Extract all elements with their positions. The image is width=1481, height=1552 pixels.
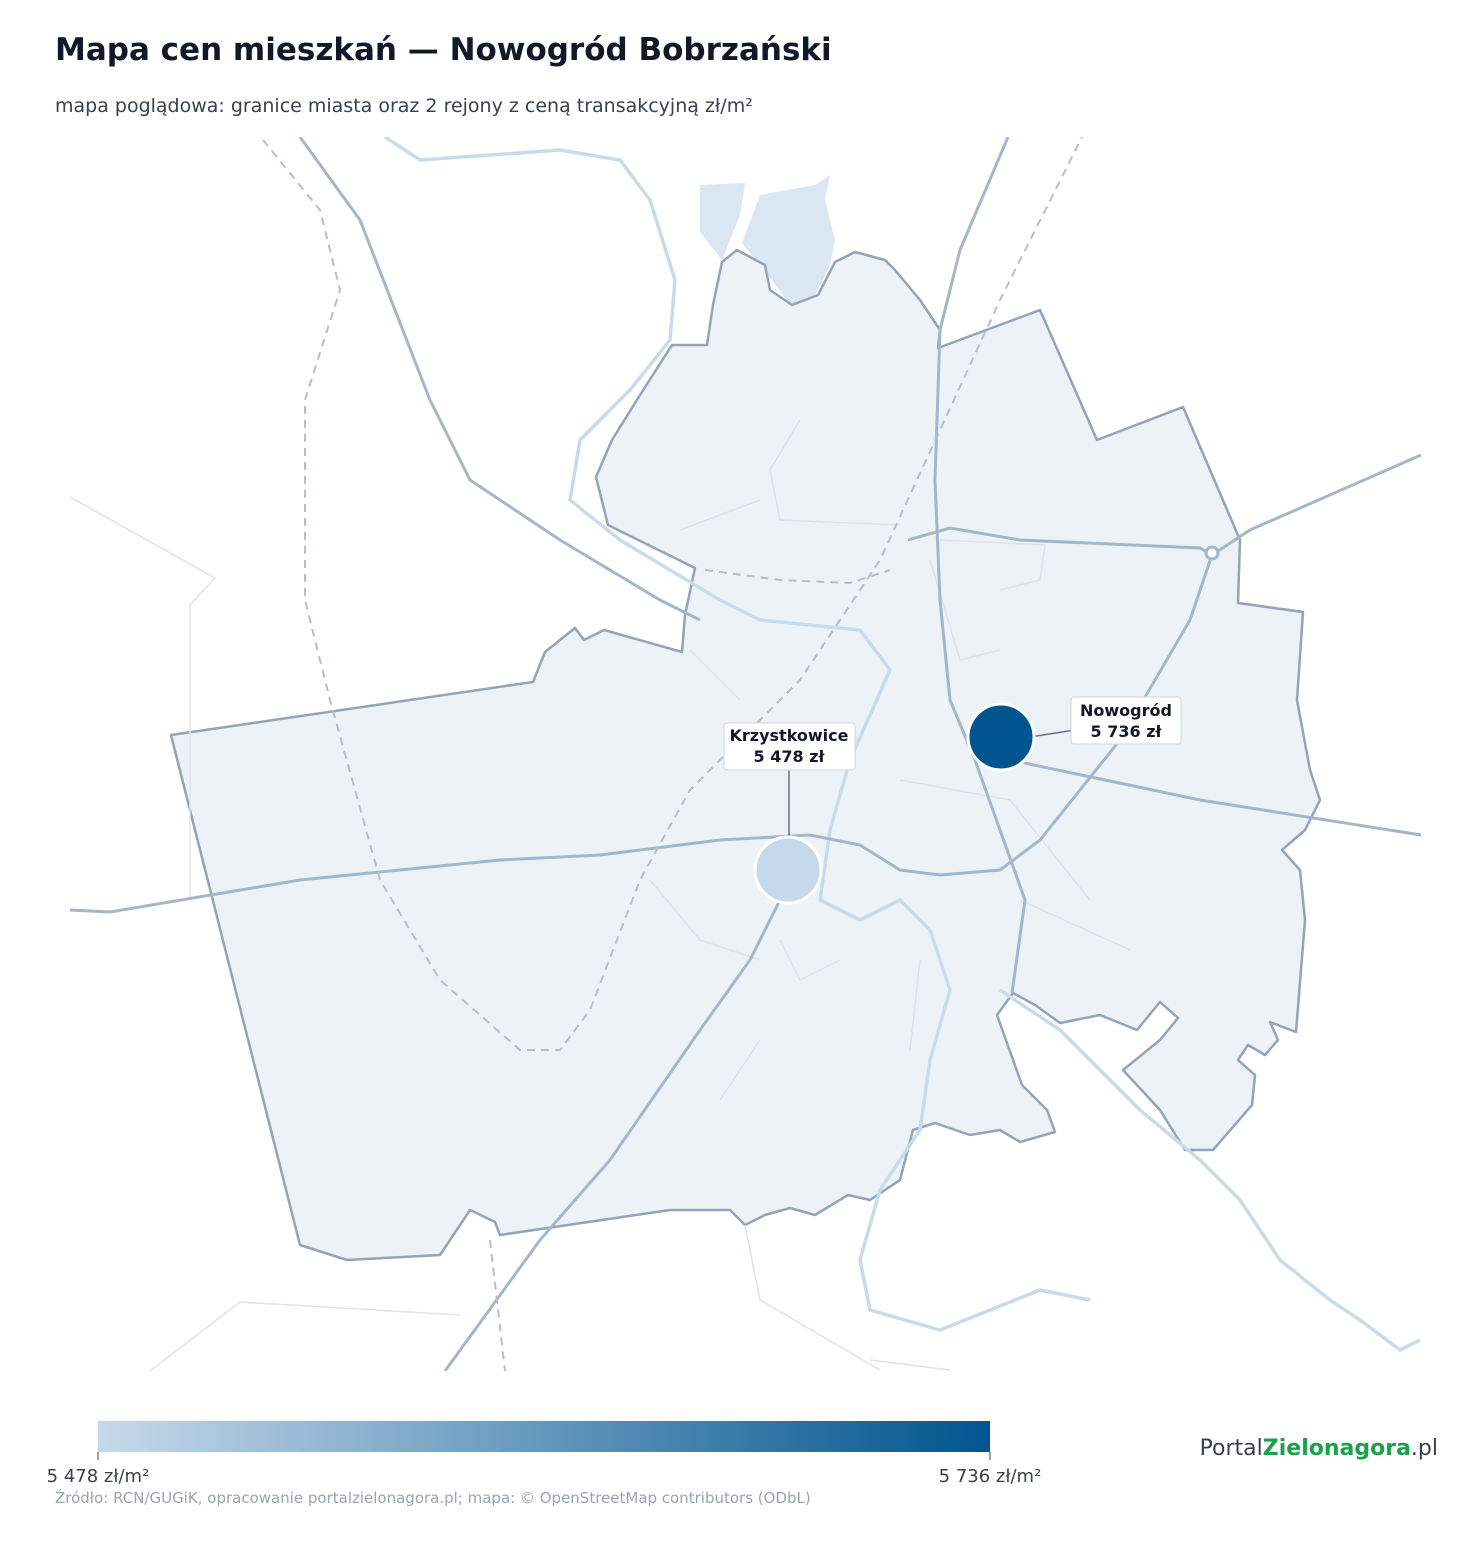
price-marker — [966, 702, 1036, 772]
marker-value: 5 478 zł — [754, 747, 826, 766]
logo-part: Zielonagora — [1263, 1436, 1411, 1461]
marker-name: Nowogród — [1080, 701, 1172, 720]
title: Mapa cen mieszkań — Nowogród Bobrzański — [55, 32, 832, 68]
railway — [262, 137, 1083, 1371]
river — [384, 137, 1421, 1353]
subtitle: mapa poglądowa: granice miasta oraz 2 re… — [55, 95, 753, 117]
source: Źródło: RCN/GUGiK, opracowanie portalzie… — [55, 1488, 811, 1507]
roundabout — [1204, 545, 1220, 561]
legend-tick-label: 5 736 zł/m² — [939, 1466, 1042, 1487]
road — [70, 419, 1131, 1371]
logo: PortalZielonagora.pl — [1200, 1436, 1438, 1461]
marker-label-box — [723, 722, 856, 771]
marker-value: 5 736 zł — [1091, 722, 1163, 741]
marker-label-box — [1070, 696, 1182, 745]
leader-line — [1029, 729, 1076, 738]
road — [70, 137, 1422, 1371]
legend-tick-label: 5 478 zł/m² — [47, 1466, 150, 1487]
logo-part: .pl — [1411, 1436, 1438, 1461]
marker-name: Krzystkowice — [729, 726, 848, 745]
logo-part: Portal — [1200, 1436, 1263, 1461]
color-scale — [98, 1421, 990, 1452]
price-marker — [753, 835, 823, 905]
